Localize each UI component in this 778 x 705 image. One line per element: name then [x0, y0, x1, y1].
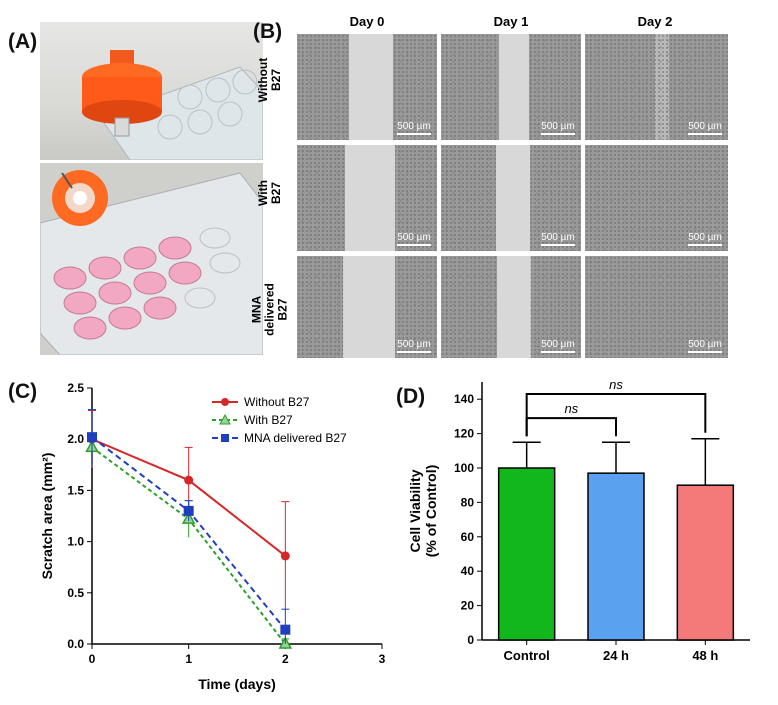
- y-tick-label: 2.5: [67, 381, 84, 395]
- panel-a-label: (A): [8, 30, 38, 53]
- x-axis-title: Time (days): [198, 676, 276, 692]
- data-point: [87, 432, 97, 443]
- micrograph-without-day1: 500 µm: [441, 34, 581, 140]
- bar: [676, 484, 735, 641]
- y-tick-label: 0: [467, 633, 474, 647]
- legend-marker: [221, 434, 229, 442]
- column-header-day0: Day 0: [349, 14, 385, 29]
- x-tick-label: 24 h: [603, 648, 629, 663]
- y-axis-title: Scratch area (mm²): [39, 453, 55, 580]
- y-tick-label: 1.0: [67, 535, 84, 549]
- row-header-without-b27: Without B27: [256, 57, 283, 103]
- y-tick-label: 2.0: [67, 432, 84, 446]
- cell-viability-bar-chart: 0 20 40 60 80 100 120 140 Cell Viability (% of Co…: [407, 377, 750, 663]
- y-axis-title: (% of Control): [423, 465, 439, 558]
- panel-d-label: (D): [396, 385, 426, 408]
- micrograph-mna-day1: 500 µm: [441, 256, 581, 358]
- syringe-filter-photo: [40, 22, 263, 160]
- panel-c-label: (C): [8, 380, 38, 403]
- microneedle-plate-photo: [40, 163, 263, 355]
- x-tick-label: 3: [379, 652, 386, 666]
- bar: [497, 467, 556, 641]
- micrograph-mna-day0: 500 µm: [297, 256, 437, 358]
- row-header-with-b27: With B27: [256, 180, 283, 206]
- y-tick-label: 0.0: [67, 637, 84, 651]
- significance-label: ns: [564, 401, 578, 416]
- micrograph-with-day1: 500 µm: [441, 145, 581, 251]
- legend-label: Without B27: [244, 395, 310, 409]
- micrograph-mna-day2: 500 µm: [585, 256, 728, 358]
- x-tick-label: Control: [504, 648, 550, 663]
- micrograph-with-day2: 500 µm: [585, 145, 728, 251]
- y-tick-label: 100: [454, 461, 474, 475]
- y-axis-title: Cell Viability: [407, 469, 423, 552]
- legend-marker: [221, 398, 229, 406]
- data-point: [280, 624, 291, 635]
- significance-bracket: [525, 393, 707, 437]
- x-tick-label: 0: [89, 652, 96, 666]
- y-tick-label: 60: [461, 530, 475, 544]
- significance-bracket: [525, 417, 617, 437]
- syringe-filter-illustration: [82, 50, 263, 160]
- legend-label: With B27: [244, 413, 293, 427]
- y-tick-label: 1.5: [67, 483, 84, 497]
- y-tick-label: 0.5: [67, 586, 84, 600]
- column-header-day2: Day 2: [637, 14, 673, 29]
- legend-marker: [219, 413, 231, 425]
- x-tick-label: 1: [185, 652, 192, 666]
- well-plate-illustration: [40, 170, 263, 355]
- micrograph-without-day0: 500 µm: [297, 34, 437, 140]
- row-header-mna-b27: MNA delivered B27: [249, 283, 290, 336]
- x-tick-label: 48 h: [692, 648, 718, 663]
- legend-label: MNA delivered B27: [244, 431, 347, 445]
- data-point: [183, 505, 194, 516]
- column-header-day1: Day 1: [493, 14, 529, 29]
- y-tick-label: 20: [461, 599, 475, 613]
- y-tick-label: 40: [461, 564, 475, 578]
- panel-b-label: (B): [253, 20, 283, 43]
- micrograph-with-day0: 500 µm: [297, 145, 437, 251]
- bar: [587, 472, 645, 641]
- x-tick-label: 2: [282, 652, 289, 666]
- y-tick-label: 120: [454, 427, 474, 441]
- y-tick-label: 140: [454, 392, 474, 406]
- data-point: [184, 475, 194, 485]
- data-point: [280, 551, 290, 561]
- micrograph-without-day2: 500 µm: [585, 34, 728, 140]
- significance-label: ns: [609, 377, 623, 392]
- y-tick-label: 80: [461, 495, 475, 509]
- scratch-area-line-chart: 0.0 0.5 1.0 1.5 2.0 2.5 0 1 2 3 Time (days) Scratch…: [39, 381, 386, 692]
